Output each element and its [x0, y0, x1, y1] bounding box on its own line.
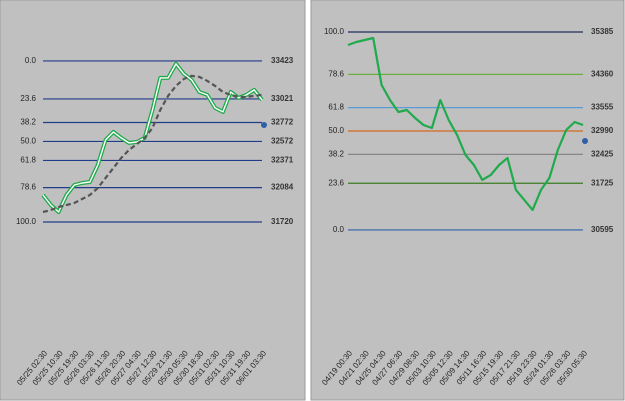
fib-price-label: 32371 [271, 156, 294, 165]
fib-ratio-label: 61.8 [20, 156, 36, 165]
fib-price-label: 32572 [271, 137, 294, 146]
fib-price-label: 32084 [271, 183, 294, 192]
left-panel [0, 0, 306, 401]
fib-price-label: 33555 [591, 103, 614, 112]
fib-ratio-label: 23.6 [20, 94, 36, 103]
fib-ratio-label: 78.6 [20, 183, 36, 192]
last-price-dot [582, 137, 588, 144]
fib-ratio-label: 100.0 [324, 27, 345, 36]
fib-price-label: 30595 [591, 225, 614, 234]
fib-price-label: 31725 [591, 178, 614, 187]
last-price-dot [261, 121, 267, 128]
fib-ratio-label: 50.0 [20, 137, 36, 146]
fib-ratio-label: 38.2 [20, 118, 36, 127]
fib-price-label: 31720 [271, 217, 294, 226]
fib-price-label: 33021 [271, 94, 294, 103]
fib-ratio-label: 23.6 [328, 178, 344, 187]
fib-price-label: 32772 [271, 118, 294, 127]
fib-price-label: 33423 [271, 56, 294, 65]
price-line [347, 36, 584, 211]
right-panel [310, 0, 625, 401]
price-line-inner [42, 63, 263, 213]
fib-ratio-label: 0.0 [333, 225, 345, 234]
fib-price-label: 32990 [591, 126, 614, 135]
fib-price-label: 34360 [591, 69, 614, 78]
fib-ratio-label: 78.6 [328, 69, 344, 78]
moving-average-line [42, 74, 263, 214]
fib-price-label: 35385 [591, 27, 614, 36]
fib-ratio-label: 50.0 [328, 126, 344, 135]
fib-ratio-label: 0.0 [25, 56, 37, 65]
fib-ratio-label: 61.8 [328, 103, 344, 112]
fib-price-label: 32425 [591, 149, 614, 158]
fib-ratio-label: 100.0 [16, 217, 37, 226]
fib-ratio-label: 38.2 [328, 149, 344, 158]
